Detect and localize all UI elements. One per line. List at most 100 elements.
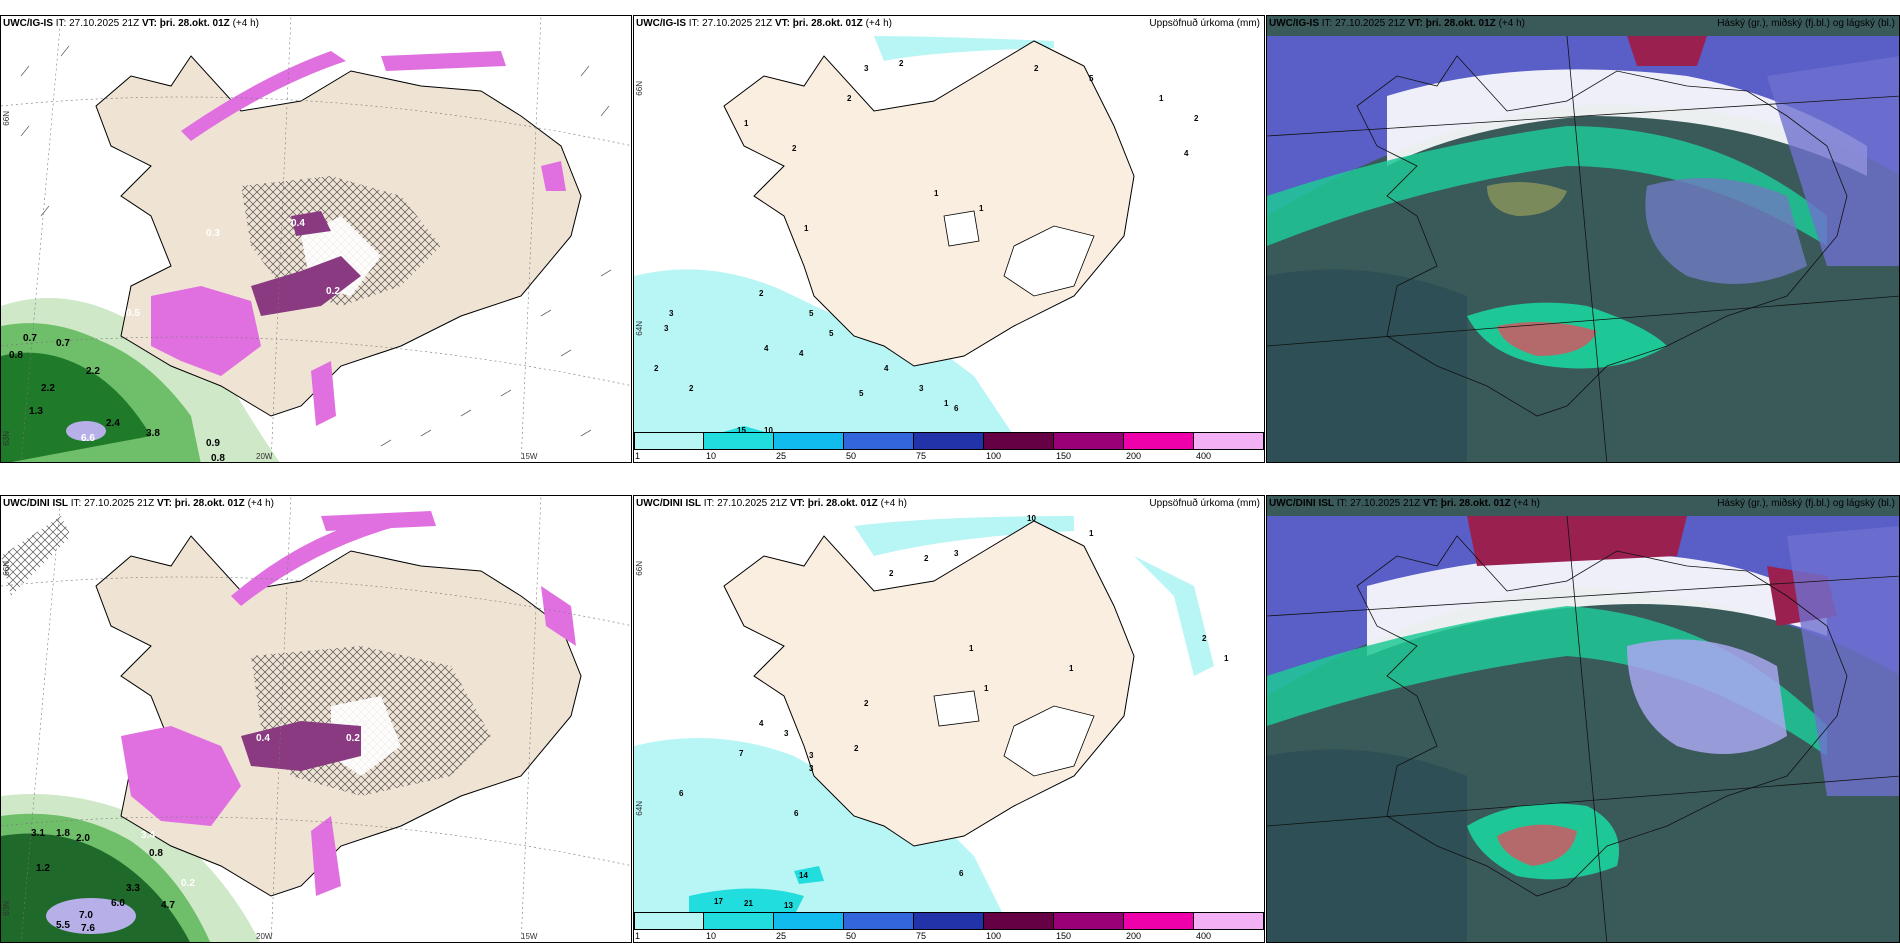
- legend-tick: 50: [846, 931, 857, 941]
- wind-label: 0.2: [181, 878, 195, 889]
- cloud-map: [1267, 16, 1899, 462]
- lat-label-top: 66N: [2, 561, 11, 576]
- panel-title: UWC/IG-IS IT: 27.10.2025 21Z VT: þri. 28…: [1269, 18, 1525, 29]
- lon-label-15w: 15W: [521, 452, 538, 461]
- cloud-title: Háský (gr.), miðský (fj.bl.) og lágský (…: [1717, 498, 1895, 509]
- wind-map: 0.7 0.7 0.8 2.2 2.2 1.3 2.4 3.8 6.6 0.9 …: [1, 16, 631, 463]
- panel-cloud-row2: UWC/DINI ISL IT: 27.10.2025 21Z VT: þri.…: [1266, 495, 1900, 943]
- legend-tick: 150: [1056, 451, 1072, 461]
- precip-label: 1: [744, 119, 749, 128]
- precip-label: 1: [1224, 654, 1229, 663]
- lat-label: 64N: [635, 321, 644, 336]
- lon-label-15w: 15W: [521, 932, 538, 941]
- legend-tick: 400: [1196, 451, 1212, 461]
- precip-label: 2: [889, 569, 894, 578]
- legend-tick: 1: [635, 931, 641, 941]
- wind-label: 6.0: [111, 898, 125, 909]
- precip-label: 3: [954, 549, 959, 558]
- wind-label: 4.7: [161, 900, 175, 911]
- precip-legend: 1 10 25 50 75 100 150 200 400: [634, 432, 1264, 462]
- legend-swatch: [844, 912, 914, 930]
- precip-label: 1: [804, 224, 809, 233]
- precip-label: 1: [969, 644, 974, 653]
- precip-label: 2: [1034, 64, 1039, 73]
- precip-label: 3: [919, 384, 924, 393]
- legend-tick: 200: [1126, 451, 1142, 461]
- precip-label: 1: [944, 399, 949, 408]
- precip-label: 2: [654, 364, 659, 373]
- wind-label: 7.0: [79, 910, 93, 921]
- legend-frame: [634, 912, 1264, 930]
- wind-label-3: 0.8: [9, 350, 23, 361]
- precip-label: 14: [799, 871, 808, 880]
- wind-label: 0.8: [149, 848, 163, 859]
- precip-label: 2: [1202, 634, 1207, 643]
- wind-label-12: 0.5: [126, 308, 140, 319]
- precip-label: 6: [954, 404, 959, 413]
- legend-swatch: [1054, 432, 1124, 450]
- panel-wind-row2: UWC/DINI ISL IT: 27.10.2025 21Z VT: þri.…: [0, 495, 632, 943]
- precip-label: 4: [799, 349, 804, 358]
- precip-label: 2: [899, 59, 904, 68]
- wind-label: 0.4: [256, 733, 270, 744]
- wind-label: 3.1: [31, 828, 45, 839]
- precip-title: Uppsöfnuð úrkoma (mm): [1149, 18, 1260, 29]
- precip-label: 3: [809, 751, 814, 760]
- legend-swatch: [774, 432, 844, 450]
- legend-swatch: [1124, 912, 1194, 930]
- precip-label: 2: [792, 144, 797, 153]
- wind-label: 7.6: [81, 923, 95, 934]
- precip-label: 4: [764, 344, 769, 353]
- precip-label: 3: [864, 64, 869, 73]
- precip-label: 21: [744, 899, 753, 908]
- legend-swatch: [704, 432, 774, 450]
- precip-label: 17: [714, 897, 723, 906]
- legend-swatch: [634, 432, 704, 450]
- wind-label-1: 0.7: [23, 333, 37, 344]
- precip-label: 1: [1159, 94, 1164, 103]
- precip-map: 10 1 2 2 3 2 3 3 7 6 2 4 3 6 14 17 21 13…: [634, 496, 1264, 942]
- precip-label: 1: [1089, 529, 1094, 538]
- legend-swatch: [984, 912, 1054, 930]
- legend-swatch: [914, 912, 984, 930]
- cloud-map: [1267, 496, 1899, 942]
- precip-label: 5: [809, 309, 814, 318]
- legend-swatch: [774, 912, 844, 930]
- cloud-title: Háský (gr.), miðský (fj.bl.) og lágský (…: [1717, 18, 1895, 29]
- panel-title: UWC/IG-IS IT: 27.10.2025 21Z VT: þri. 28…: [3, 18, 259, 29]
- legend-tick: 10: [706, 931, 717, 941]
- panel-precip-row1: UWC/IG-IS IT: 27.10.2025 21Z VT: þri. 28…: [633, 15, 1265, 463]
- wind-label-11: 0.8: [211, 453, 225, 463]
- precip-label: 10: [764, 426, 773, 435]
- legend-tick: 10: [706, 451, 717, 461]
- lon-label-20w: 20W: [256, 932, 273, 941]
- wind-label-2: 0.7: [56, 338, 70, 349]
- legend-tick: 200: [1126, 931, 1142, 941]
- legend-tick: 150: [1056, 931, 1072, 941]
- legend-tick: 25: [776, 931, 787, 941]
- wind-label: 1.8: [56, 828, 70, 839]
- wind-label: 2.0: [76, 833, 90, 844]
- wind-label: 0.2: [346, 733, 360, 744]
- legend-swatch: [1194, 432, 1264, 450]
- legend-swatch: [844, 432, 914, 450]
- lat-label-top: 66N: [2, 111, 11, 126]
- legend-swatch: [1194, 912, 1264, 930]
- precip-label: 6: [679, 789, 684, 798]
- wind-label: 5.5: [56, 920, 70, 931]
- wind-label-10: 0.9: [206, 438, 220, 449]
- lat-label: 64N: [635, 801, 644, 816]
- precip-label: 3: [664, 324, 669, 333]
- legend-swatch: [634, 912, 704, 930]
- precip-label: 2: [864, 699, 869, 708]
- precip-label: 1: [934, 189, 939, 198]
- panel-precip-row2: UWC/DINI ISL IT: 27.10.2025 21Z VT: þri.…: [633, 495, 1265, 943]
- precip-label: 2: [847, 94, 852, 103]
- precip-label: 5: [829, 329, 834, 338]
- legend-tick: 400: [1196, 931, 1212, 941]
- precip-label: 5: [1089, 74, 1094, 83]
- wind-label: 3.4: [141, 830, 155, 841]
- precip-label: 1: [984, 684, 989, 693]
- panel-title: UWC/IG-IS IT: 27.10.2025 21Z VT: þri. 28…: [636, 18, 892, 29]
- wind-map: 3.1 1.8 2.0 1.2 3.3 6.0 4.7 7.0 5.5 7.6 …: [1, 496, 631, 942]
